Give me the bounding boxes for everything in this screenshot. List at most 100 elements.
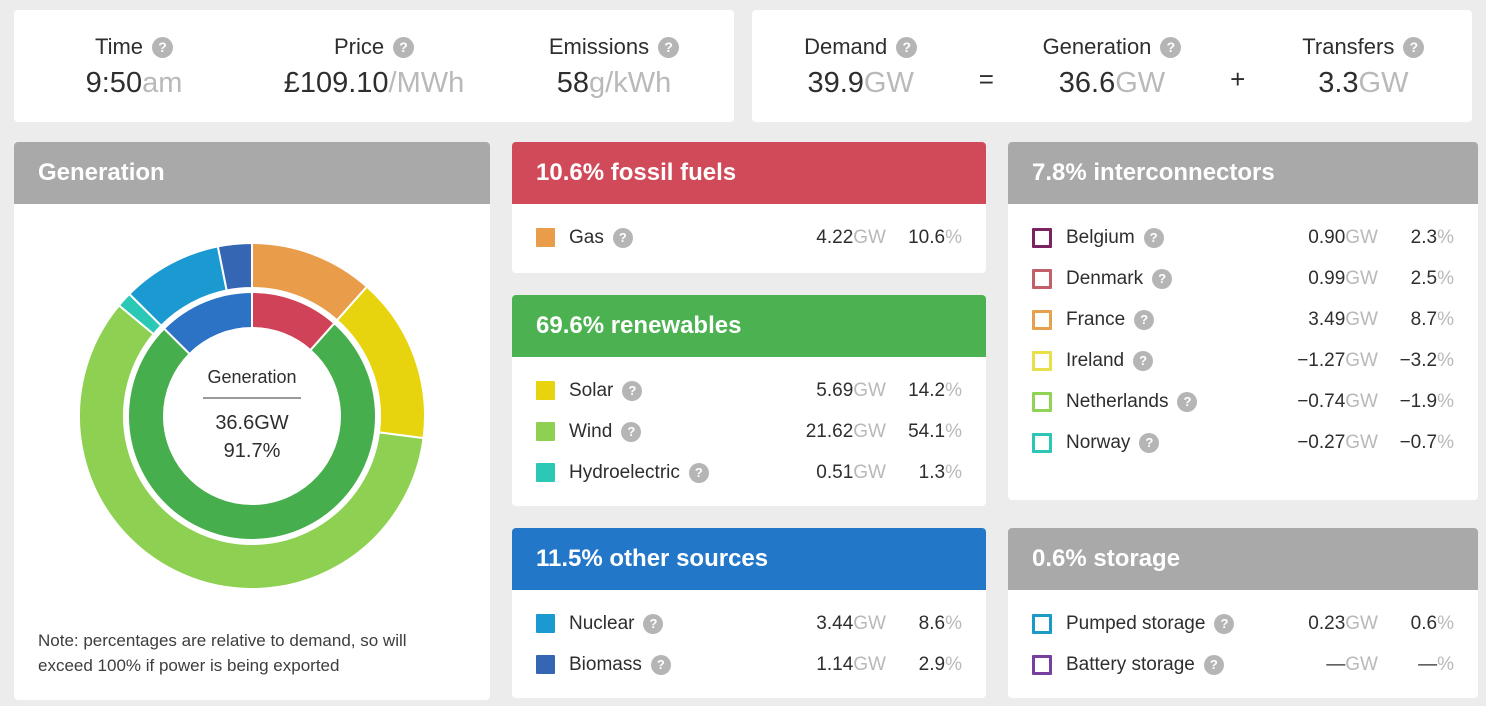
fossil-fuels-rows: Gas ? 4.22GW 10.6% bbox=[512, 204, 986, 258]
source-label: Hydroelectric bbox=[569, 462, 680, 484]
help-icon[interactable]: ? bbox=[658, 37, 679, 58]
source-label: France bbox=[1066, 309, 1125, 331]
panel-other-sources: 11.5% other sources Nuclear ? 3.44GW 8.6… bbox=[512, 528, 986, 698]
demand-label: Demand bbox=[804, 34, 887, 60]
source-percent-value: −0.7 bbox=[1400, 432, 1438, 453]
help-icon[interactable]: ? bbox=[621, 422, 641, 442]
fossil-fuels-title: 10.6% fossil fuels bbox=[536, 159, 736, 187]
source-percent-unit: % bbox=[945, 421, 962, 442]
source-label: Solar bbox=[569, 380, 613, 402]
panel-fossil-fuels: 10.6% fossil fuels Gas ? 4.22GW 10.6% bbox=[512, 142, 986, 273]
source-gw-value: — bbox=[1326, 654, 1345, 675]
source-swatch-icon bbox=[1032, 433, 1052, 453]
source-row-hydroelectric: Hydroelectric ? 0.51GW 1.3% bbox=[512, 452, 986, 493]
generation-note: Note: percentages are relative to demand… bbox=[38, 629, 466, 678]
source-percent-value: −3.2 bbox=[1400, 350, 1438, 371]
help-icon[interactable]: ? bbox=[152, 37, 173, 58]
help-icon[interactable]: ? bbox=[1139, 433, 1159, 453]
other-sources-rows: Nuclear ? 3.44GW 8.6% Biomass ? 1.14GW 2… bbox=[512, 590, 986, 685]
source-label: Battery storage bbox=[1066, 654, 1195, 676]
source-percent-value: 8.6 bbox=[919, 613, 945, 634]
help-icon[interactable]: ? bbox=[1403, 37, 1424, 58]
source-gw-unit: GW bbox=[1345, 613, 1378, 634]
source-row-ireland: Ireland ? −1.27GW −3.2% bbox=[1008, 340, 1478, 381]
help-icon[interactable]: ? bbox=[1144, 228, 1164, 248]
source-percent-unit: % bbox=[1437, 432, 1454, 453]
source-row-gas: Gas ? 4.22GW 10.6% bbox=[512, 217, 986, 258]
fossil-fuels-header: 10.6% fossil fuels bbox=[512, 142, 986, 204]
panel-generation: Generation Generation 36.6GW 91.7% Note:… bbox=[14, 142, 490, 700]
source-swatch-icon bbox=[1032, 392, 1052, 412]
source-percent-value: 8.7 bbox=[1411, 309, 1437, 330]
source-swatch-icon bbox=[536, 614, 555, 633]
source-row-solar: Solar ? 5.69GW 14.2% bbox=[512, 370, 986, 411]
source-label: Nuclear bbox=[569, 613, 634, 635]
help-icon[interactable]: ? bbox=[1134, 310, 1154, 330]
help-icon[interactable]: ? bbox=[1152, 269, 1172, 289]
help-icon[interactable]: ? bbox=[622, 381, 642, 401]
source-row-norway: Norway ? −0.27GW −0.7% bbox=[1008, 422, 1478, 463]
source-gw-unit: GW bbox=[853, 654, 886, 675]
source-percent-unit: % bbox=[945, 654, 962, 675]
source-gw-value: 0.23 bbox=[1308, 613, 1345, 634]
source-swatch-icon bbox=[1032, 614, 1052, 634]
source-row-netherlands: Netherlands ? −0.74GW −1.9% bbox=[1008, 381, 1478, 422]
plus-symbol: + bbox=[1221, 10, 1255, 122]
source-swatch-icon bbox=[1032, 351, 1052, 371]
source-percent-value: 2.3 bbox=[1411, 227, 1437, 248]
source-gw-unit: GW bbox=[853, 421, 886, 442]
help-icon[interactable]: ? bbox=[393, 37, 414, 58]
help-icon[interactable]: ? bbox=[1214, 614, 1234, 634]
source-row-battery-storage: Battery storage ? —GW —% bbox=[1008, 644, 1478, 685]
source-swatch-icon bbox=[1032, 310, 1052, 330]
source-row-pumped-storage: Pumped storage ? 0.23GW 0.6% bbox=[1008, 603, 1478, 644]
emissions-label: Emissions bbox=[549, 34, 649, 60]
source-percent-value: 14.2 bbox=[908, 380, 945, 401]
source-gw-unit: GW bbox=[1345, 654, 1378, 675]
source-gw-unit: GW bbox=[1345, 350, 1378, 371]
transfers-value: 3.3 bbox=[1318, 67, 1358, 99]
help-icon[interactable]: ? bbox=[643, 614, 663, 634]
source-gw-unit: GW bbox=[1345, 309, 1378, 330]
stat-generation: Generation ? 36.6GW bbox=[1003, 10, 1220, 122]
storage-rows: Pumped storage ? 0.23GW 0.6% Battery sto… bbox=[1008, 590, 1478, 685]
source-gw-value: 0.51 bbox=[816, 462, 853, 483]
emissions-unit: g/kWh bbox=[589, 67, 671, 99]
help-icon[interactable]: ? bbox=[1177, 392, 1197, 412]
source-gw-value: 4.22 bbox=[816, 227, 853, 248]
source-gw-value: −1.27 bbox=[1297, 350, 1345, 371]
source-percent-unit: % bbox=[1437, 268, 1454, 289]
help-icon[interactable]: ? bbox=[613, 228, 633, 248]
help-icon[interactable]: ? bbox=[1204, 655, 1224, 675]
storage-title: 0.6% storage bbox=[1032, 545, 1180, 573]
source-swatch-icon bbox=[536, 422, 555, 441]
source-percent-unit: % bbox=[1437, 654, 1454, 675]
source-percent-value: −1.9 bbox=[1400, 391, 1438, 412]
source-gw-unit: GW bbox=[1345, 227, 1378, 248]
price-label: Price bbox=[334, 34, 384, 60]
help-icon[interactable]: ? bbox=[651, 655, 671, 675]
donut-center-percent: 91.7% bbox=[172, 437, 332, 465]
source-gw-unit: GW bbox=[853, 380, 886, 401]
source-percent-unit: % bbox=[1437, 391, 1454, 412]
time-label: Time bbox=[95, 34, 143, 60]
source-percent-unit: % bbox=[1437, 350, 1454, 371]
source-percent-value: — bbox=[1418, 654, 1437, 675]
help-icon[interactable]: ? bbox=[1160, 37, 1181, 58]
help-icon[interactable]: ? bbox=[896, 37, 917, 58]
summary-card-balance: Demand ? 39.9GW = Generation ? 36.6GW + … bbox=[752, 10, 1472, 122]
source-swatch-icon bbox=[536, 463, 555, 482]
source-percent-value: 2.9 bbox=[919, 654, 945, 675]
demand-value: 39.9 bbox=[807, 67, 863, 99]
source-swatch-icon bbox=[536, 381, 555, 400]
source-gw-value: 5.69 bbox=[816, 380, 853, 401]
help-icon[interactable]: ? bbox=[689, 463, 709, 483]
other-sources-title: 11.5% other sources bbox=[536, 545, 768, 573]
help-icon[interactable]: ? bbox=[1133, 351, 1153, 371]
stat-emissions: Emissions ? 58g/kWh bbox=[494, 10, 734, 122]
generation-unit: GW bbox=[1115, 67, 1165, 99]
donut-center-title: Generation bbox=[172, 367, 332, 388]
source-percent-unit: % bbox=[945, 380, 962, 401]
storage-header: 0.6% storage bbox=[1008, 528, 1478, 590]
source-percent-value: 2.5 bbox=[1411, 268, 1437, 289]
